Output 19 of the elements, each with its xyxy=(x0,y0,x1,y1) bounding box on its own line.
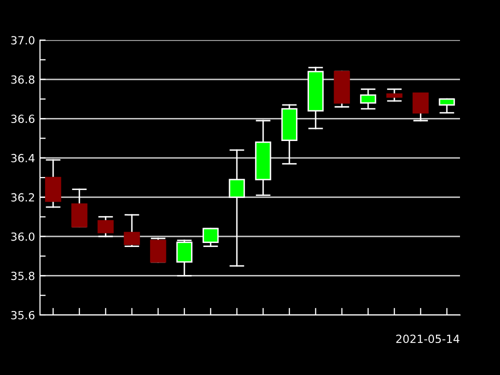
candlestick xyxy=(124,214,140,247)
y-tick-label: 36.2 xyxy=(11,193,34,202)
y-tick-label: 36.6 xyxy=(11,114,34,124)
candlestick xyxy=(71,188,88,228)
candlestick xyxy=(386,88,402,102)
y-tick-label: 35.6 xyxy=(11,310,34,320)
x-axis-title: 2021-05-14 xyxy=(396,334,460,344)
candlestick xyxy=(360,88,376,110)
y-tick-label: 37.0 xyxy=(11,36,34,45)
candlestick xyxy=(98,216,114,238)
y-tick-label: 36.4 xyxy=(11,154,35,162)
candlestick xyxy=(412,92,429,122)
candlestick xyxy=(438,98,455,114)
candlestick xyxy=(150,238,166,263)
y-tick-label: 36.0 xyxy=(11,232,34,241)
candlestick xyxy=(228,149,245,267)
y-tick-label: 36.8 xyxy=(11,75,34,84)
y-tick-label: 35.8 xyxy=(11,272,34,280)
candlestick xyxy=(176,240,192,276)
